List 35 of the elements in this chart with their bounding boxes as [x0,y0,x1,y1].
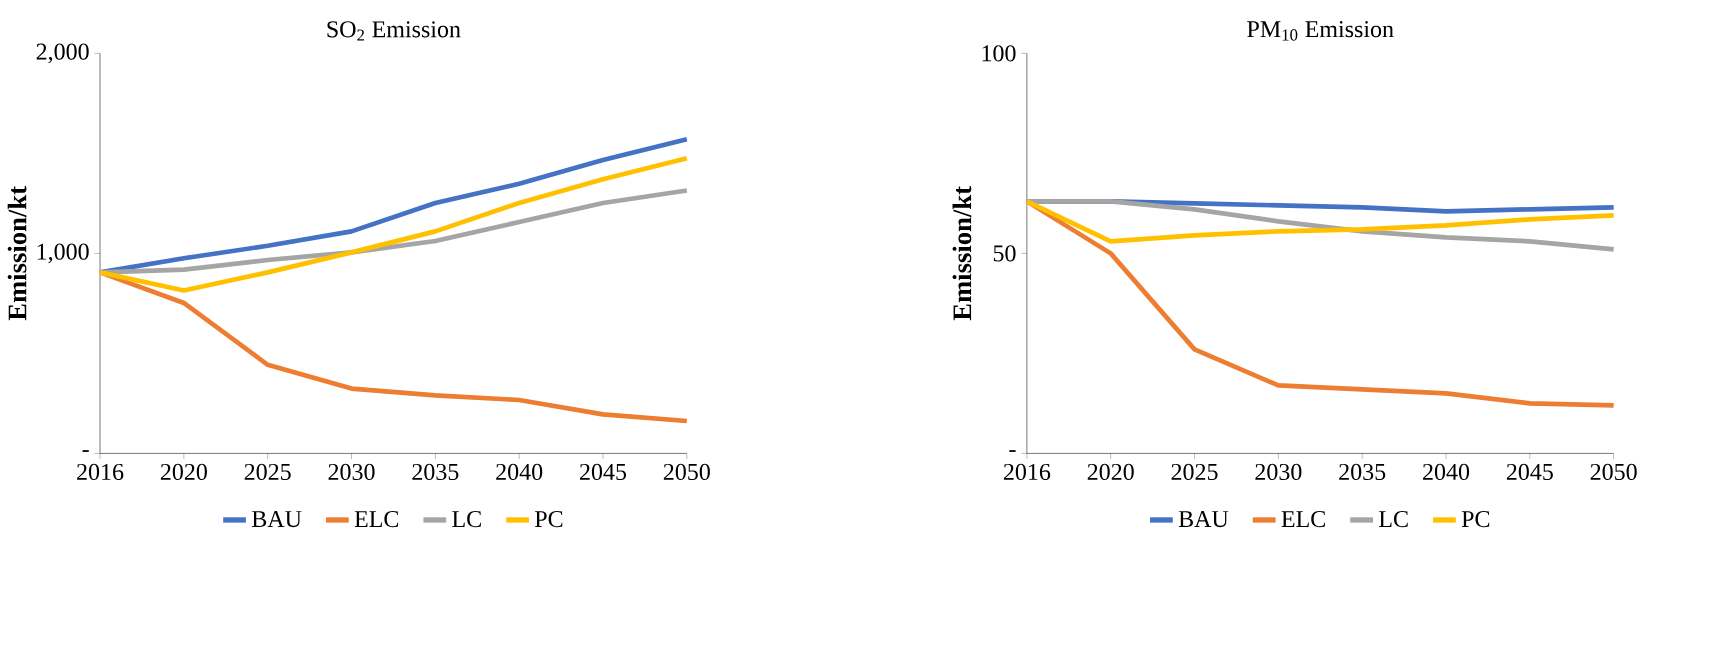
y-tick-label: 50 [993,245,1016,262]
x-tick-label: 2025 [244,463,291,480]
legend-label: BAU [251,510,302,527]
legend-label: ELC [354,510,399,527]
x-tick-label: 2025 [1171,463,1218,480]
chart-title: SO$_{2}$ Emission [327,21,461,41]
line-series [97,155,690,293]
legend-label: LC [1379,510,1408,527]
legend-label: LC [452,510,481,527]
chart-title: PM$_{10}$ Emission [1247,20,1394,41]
legend-label: PC [1461,510,1490,527]
x-tick-label: 2045 [580,463,627,480]
y-tick-label: 1,000 [37,243,89,263]
x-tick-label: 2040 [496,463,543,480]
x-tick-label: 2030 [1255,463,1302,480]
y-tick-label: 100 [982,45,1016,62]
legend-label: PC [534,510,563,527]
x-tick-label: 2050 [663,463,710,480]
y-tick-label: 2,000 [36,43,89,63]
x-tick-label: 2016 [77,463,124,480]
x-tick-label: 2016 [1003,463,1051,480]
legend-label: BAU [1178,510,1229,527]
legend-label: ELC [1281,510,1325,527]
x-tick-label: 2020 [1087,463,1134,480]
x-tick-label: 2040 [1423,463,1470,480]
x-tick-label: 2050 [1590,463,1637,480]
y-tick-label: - [1009,449,1016,452]
x-tick-label: 2020 [160,463,207,480]
x-tick-label: 2035 [412,463,459,480]
y-axis-title: Emission/kt [7,185,27,321]
y-tick-label: - [82,449,89,452]
y-axis-title: Emission/kt [952,185,972,321]
x-tick-label: 2030 [328,463,375,480]
x-tick-label: 2045 [1506,463,1553,480]
x-tick-label: 2035 [1339,463,1386,480]
